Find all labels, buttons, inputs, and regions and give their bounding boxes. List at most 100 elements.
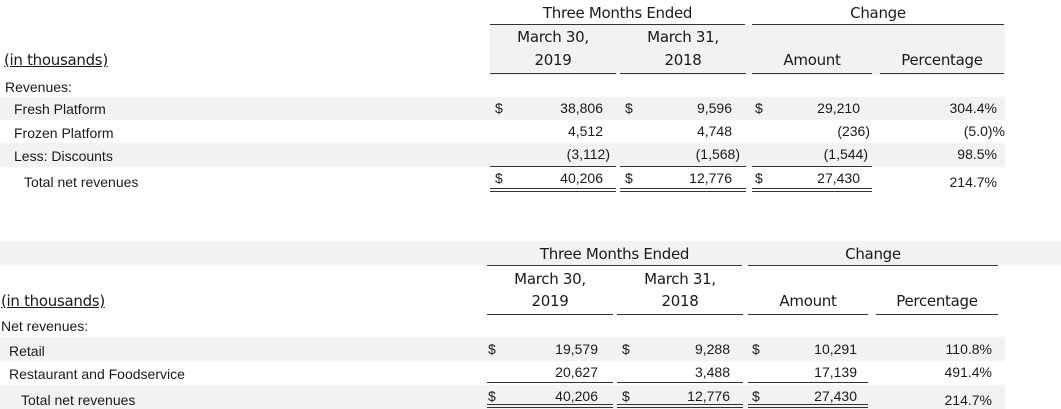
change-percentage: 110.8% bbox=[945, 341, 992, 357]
section-label: Revenues: bbox=[5, 79, 72, 95]
currency-symbol: $ bbox=[495, 100, 503, 116]
header-change: Change bbox=[850, 4, 906, 22]
total-rule bbox=[487, 404, 613, 405]
row-label: Frozen Platform bbox=[14, 125, 114, 141]
value-2018: 12,776 bbox=[689, 170, 732, 186]
col-percentage: Percentage bbox=[901, 51, 983, 69]
value-2018: 12,776 bbox=[687, 388, 730, 404]
col-2019-line2: 2019 bbox=[534, 51, 572, 69]
value-2019: 38,806 bbox=[560, 100, 603, 116]
currency-symbol: $ bbox=[495, 170, 503, 186]
total-rule bbox=[617, 404, 743, 405]
row-label: Retail bbox=[9, 343, 45, 359]
subtotal-rule bbox=[752, 166, 872, 167]
change-amount: (236) bbox=[837, 123, 870, 139]
col-2019-line2: 2019 bbox=[531, 292, 569, 310]
value-2019: 20,627 bbox=[555, 364, 598, 380]
value-2018: 3,488 bbox=[694, 364, 730, 380]
currency-symbol: $ bbox=[622, 388, 630, 404]
col-2018-line1: March 31, bbox=[644, 270, 716, 288]
change-percentage: (5.0)% bbox=[963, 123, 1005, 139]
currency-symbol: $ bbox=[752, 388, 760, 404]
value-2018: 9,288 bbox=[694, 341, 730, 357]
col-rule bbox=[752, 73, 872, 74]
col-2019-line1: March 30, bbox=[517, 28, 589, 46]
subtotal-rule bbox=[617, 382, 743, 383]
col-rule bbox=[880, 73, 1004, 74]
value-2019: (3,112) bbox=[566, 146, 610, 162]
row-label: Fresh Platform bbox=[14, 101, 106, 117]
col-2018-line1: March 31, bbox=[647, 28, 719, 46]
header-rule bbox=[752, 24, 1004, 25]
total-rule bbox=[490, 191, 616, 192]
col-rule bbox=[490, 73, 616, 74]
col-rule bbox=[620, 73, 746, 74]
subtotal-rule bbox=[487, 382, 613, 383]
value-2018: (1,568) bbox=[695, 146, 740, 162]
total-rule bbox=[620, 188, 746, 189]
currency-symbol: $ bbox=[755, 100, 763, 116]
row-label-total: Total net revenues bbox=[24, 174, 139, 190]
col-rule bbox=[617, 314, 743, 315]
units-label: (in thousands) bbox=[1, 292, 105, 310]
currency-symbol: $ bbox=[625, 100, 633, 116]
value-2018: 9,596 bbox=[696, 100, 732, 116]
change-amount: 27,430 bbox=[817, 170, 860, 186]
col-2019-line1: March 30, bbox=[514, 270, 586, 288]
subtotal-rule bbox=[748, 382, 868, 383]
header-rule bbox=[490, 24, 745, 25]
currency-symbol: $ bbox=[625, 170, 633, 186]
col-percentage: Percentage bbox=[896, 292, 978, 310]
change-amount: 17,139 bbox=[814, 364, 857, 380]
total-rule bbox=[490, 188, 616, 189]
row-shade bbox=[0, 143, 1005, 167]
header-shade bbox=[0, 241, 1061, 265]
header-group: Three Months Ended bbox=[542, 4, 693, 22]
change-percentage: 214.7% bbox=[944, 392, 992, 408]
col-amount: Amount bbox=[783, 51, 841, 69]
col-2018-line2: 2018 bbox=[664, 51, 702, 69]
value-2019: 19,579 bbox=[555, 341, 598, 357]
header-rule bbox=[748, 265, 998, 266]
header-shade bbox=[490, 25, 1005, 75]
row-label-total: Total net revenues bbox=[21, 392, 136, 408]
row-label: Less: Discounts bbox=[14, 148, 113, 164]
total-rule bbox=[752, 188, 872, 189]
row-shade bbox=[0, 337, 1005, 361]
value-2018: 4,748 bbox=[696, 123, 732, 139]
value-2019: 40,206 bbox=[555, 388, 598, 404]
currency-symbol: $ bbox=[488, 341, 496, 357]
subtotal-rule bbox=[490, 166, 616, 167]
change-percentage: 214.7% bbox=[949, 174, 997, 190]
subtotal-rule bbox=[620, 166, 746, 167]
col-2018-line2: 2018 bbox=[661, 292, 699, 310]
total-rule bbox=[487, 407, 613, 408]
change-percentage: 98.5% bbox=[957, 146, 997, 162]
currency-symbol: $ bbox=[755, 170, 763, 186]
col-rule bbox=[748, 314, 868, 315]
change-amount: 27,430 bbox=[814, 388, 857, 404]
total-rule bbox=[617, 407, 743, 408]
header-change: Change bbox=[845, 245, 901, 263]
row-shade bbox=[0, 97, 1005, 120]
col-rule bbox=[487, 314, 613, 315]
total-rule bbox=[620, 191, 746, 192]
total-rule bbox=[748, 404, 868, 405]
change-percentage: 491.4% bbox=[944, 364, 992, 380]
currency-symbol: $ bbox=[622, 341, 630, 357]
header-group: Three Months Ended bbox=[539, 245, 690, 263]
change-percentage: 304.4% bbox=[949, 100, 997, 116]
total-rule bbox=[752, 191, 872, 192]
change-amount: 29,210 bbox=[817, 100, 860, 116]
value-2019: 40,206 bbox=[560, 170, 603, 186]
row-label: Restaurant and Foodservice bbox=[9, 366, 185, 382]
currency-symbol: $ bbox=[752, 341, 760, 357]
section-label: Net revenues: bbox=[1, 318, 89, 334]
col-rule bbox=[876, 314, 998, 315]
currency-symbol: $ bbox=[488, 388, 496, 404]
change-amount: (1,544) bbox=[823, 146, 868, 162]
change-amount: 10,291 bbox=[814, 341, 857, 357]
row-shade bbox=[0, 385, 1005, 409]
value-2019: 4,512 bbox=[567, 123, 603, 139]
header-rule bbox=[487, 265, 742, 266]
